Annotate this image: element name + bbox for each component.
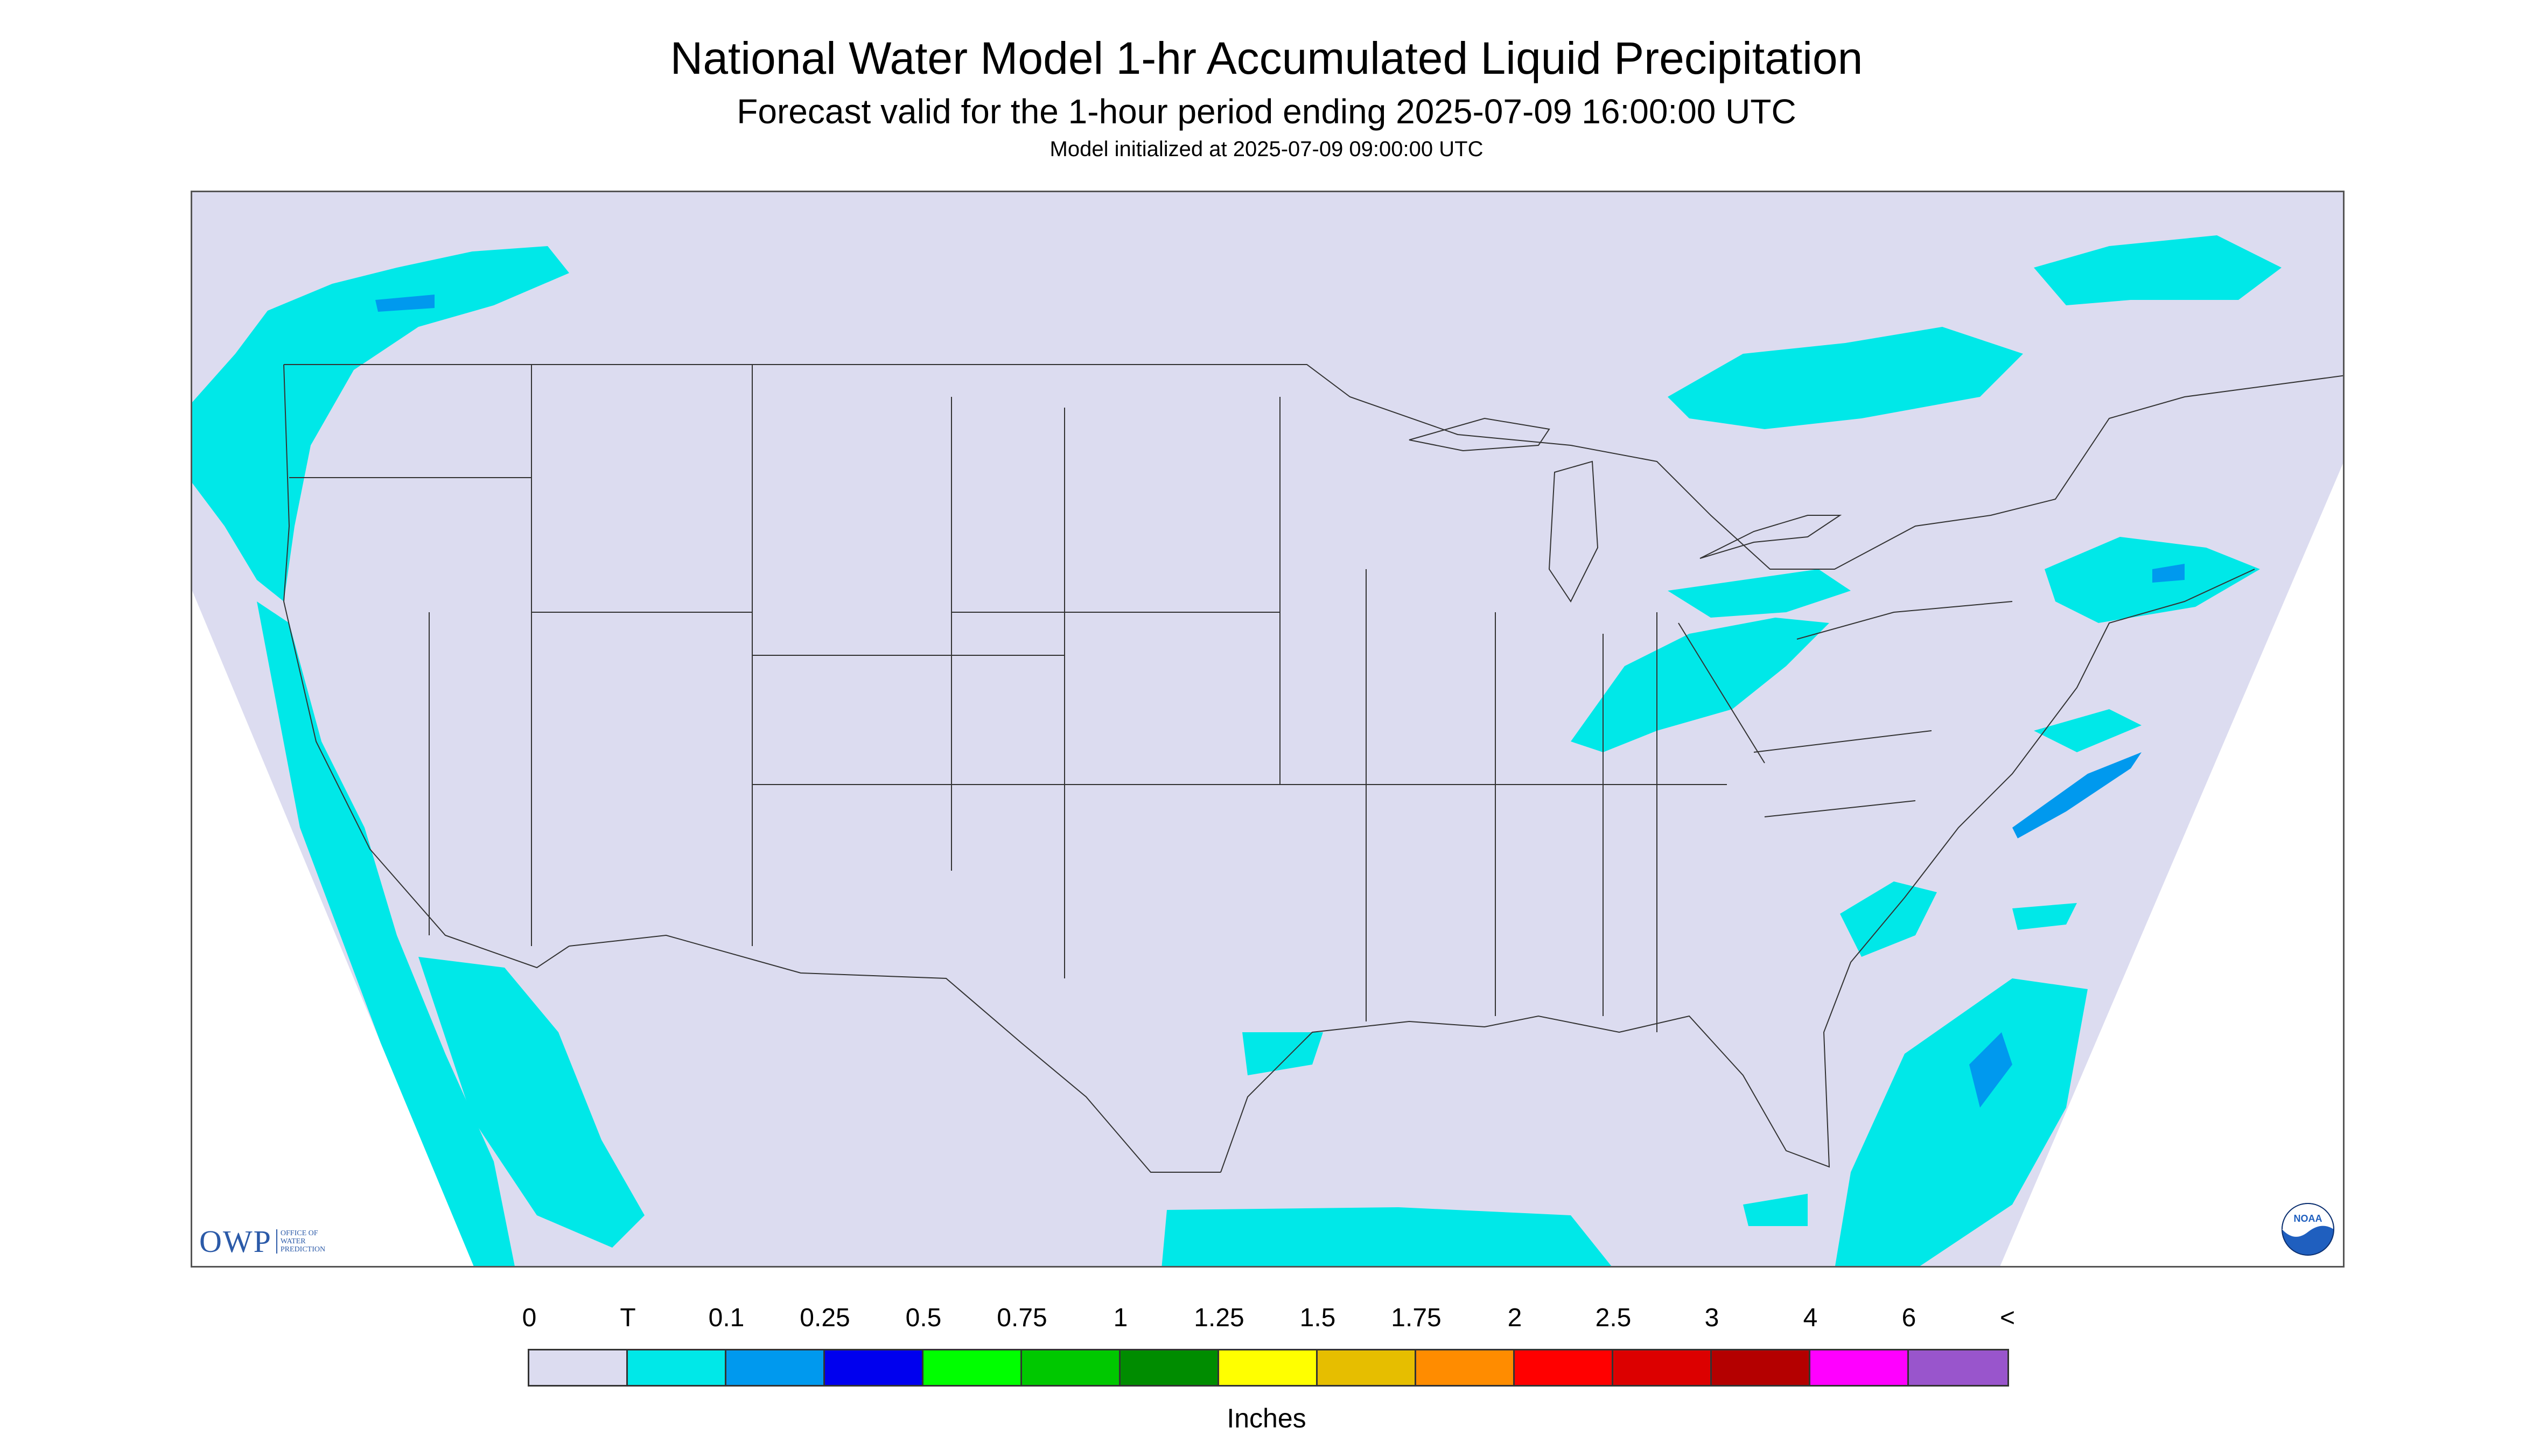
legend-swatch-10 xyxy=(1515,1350,1613,1385)
legend-label-7: 1.25 xyxy=(1194,1304,1244,1332)
precip-area-ohio-valley xyxy=(1571,618,1829,752)
precip-area-labrador xyxy=(2034,235,2282,305)
legend-swatch-12 xyxy=(1712,1350,1810,1385)
precip-area-gulf-florida xyxy=(1743,1194,1808,1226)
precip-area-sw-atlantic xyxy=(2012,903,2077,930)
precip-area-quebec-north xyxy=(1668,327,2023,429)
legend-label-6: 1 xyxy=(1113,1304,1128,1332)
map-subtitle: Forecast valid for the 1-hour period end… xyxy=(737,92,1796,131)
legend-label-13: 4 xyxy=(1803,1304,1818,1332)
legend-label-2: 0.1 xyxy=(708,1304,745,1332)
legend-swatch-1 xyxy=(628,1350,726,1385)
legend-swatch-5 xyxy=(1022,1350,1121,1385)
legend-labels: 0 T 0.1 0.25 0.5 0.75 1 1.25 1.5 1.75 2 2.5 3 4 6 < xyxy=(0,1303,2533,1335)
legend-label-8: 1.5 xyxy=(1299,1304,1336,1332)
legend-label-14: 6 xyxy=(1901,1304,1916,1332)
state-lines-west xyxy=(289,365,1366,978)
precip-area-atlantic-southeast xyxy=(1835,978,2088,1266)
legend-label-5: 0.75 xyxy=(997,1304,1047,1332)
legend-units: Inches xyxy=(1227,1403,1306,1433)
precip-area-mexico-south xyxy=(1161,1207,1612,1266)
legend-label-1: T xyxy=(620,1304,636,1332)
legend-swatch-2 xyxy=(726,1350,825,1385)
precipitation-map xyxy=(191,191,2345,1268)
owp-logo-line-3: Prediction xyxy=(280,1245,326,1254)
precip-area-great-lakes xyxy=(1668,569,1851,618)
noaa-logo: NOAA xyxy=(2282,1203,2334,1256)
lake-superior xyxy=(1409,417,1550,452)
precip-light-atlantic xyxy=(2012,752,2142,838)
us-mexico-border xyxy=(569,934,1221,1173)
svg-text:NOAA: NOAA xyxy=(2294,1213,2322,1224)
lake-michigan xyxy=(1548,460,1599,603)
us-canada-border xyxy=(284,364,2343,570)
legend-label-11: 2.5 xyxy=(1595,1304,1632,1332)
precip-light-areas xyxy=(375,295,2185,1108)
map-boundaries xyxy=(283,364,2343,1173)
owp-logo-line-2: Water xyxy=(280,1237,306,1245)
legend-label-4: 0.5 xyxy=(905,1304,942,1332)
precip-area-mid-atlantic-offshore xyxy=(2034,709,2142,752)
lake-erie-ontario xyxy=(1699,515,1842,559)
legend-swatch-13 xyxy=(1810,1350,1909,1385)
legend-colorbar xyxy=(528,1349,2009,1387)
legend-label-0: 0 xyxy=(522,1304,537,1332)
model-init-text: Model initialized at 2025-07-09 09:00:00… xyxy=(1049,137,1484,161)
legend-swatch-3 xyxy=(825,1350,923,1385)
model-domain xyxy=(192,192,2343,1266)
precip-area-baja-offshore xyxy=(418,957,645,1248)
west-coast xyxy=(283,364,570,969)
precip-area-california-coast xyxy=(257,601,515,1266)
owp-logo-line-1: Office of xyxy=(280,1229,318,1237)
legend-label-10: 2 xyxy=(1507,1304,1522,1332)
precip-light-washington xyxy=(375,295,435,312)
owp-logo: OWP Office of Water Prediction xyxy=(199,1222,325,1260)
legend-swatch-11 xyxy=(1613,1350,1712,1385)
legend-label-9: 1.75 xyxy=(1391,1304,1442,1332)
precip-light-atlantic-south xyxy=(1969,1032,2012,1108)
map-title: National Water Model 1-hr Accumulated Li… xyxy=(670,33,1863,83)
legend-swatch-14 xyxy=(1909,1350,2007,1385)
precip-area-pacific-northwest xyxy=(192,246,569,601)
legend-swatch-0 xyxy=(529,1350,628,1385)
map-canvas xyxy=(192,192,2343,1266)
legend-swatch-4 xyxy=(923,1350,1022,1385)
precip-area-carolinas xyxy=(1840,881,1937,957)
gulf-atlantic-coast xyxy=(1220,569,2255,1173)
legend-swatch-9 xyxy=(1416,1350,1515,1385)
legend-label-3: 0.25 xyxy=(800,1304,850,1332)
precip-trace-areas xyxy=(192,235,2282,1266)
state-lines-central xyxy=(1279,397,1727,1032)
legend-swatch-6 xyxy=(1121,1350,1219,1385)
owp-logo-word: OWP xyxy=(199,1223,272,1259)
precip-light-new-england xyxy=(2152,564,2185,583)
legend-label-12: 3 xyxy=(1704,1304,1719,1332)
owp-logo-subtitle: Office of Water Prediction xyxy=(276,1229,325,1254)
legend-label-15: < xyxy=(1999,1304,2016,1332)
state-lines-east xyxy=(1678,601,2013,817)
legend-swatch-8 xyxy=(1318,1350,1416,1385)
legend-swatch-7 xyxy=(1219,1350,1318,1385)
precip-area-gulf-texas xyxy=(1242,1032,1323,1075)
